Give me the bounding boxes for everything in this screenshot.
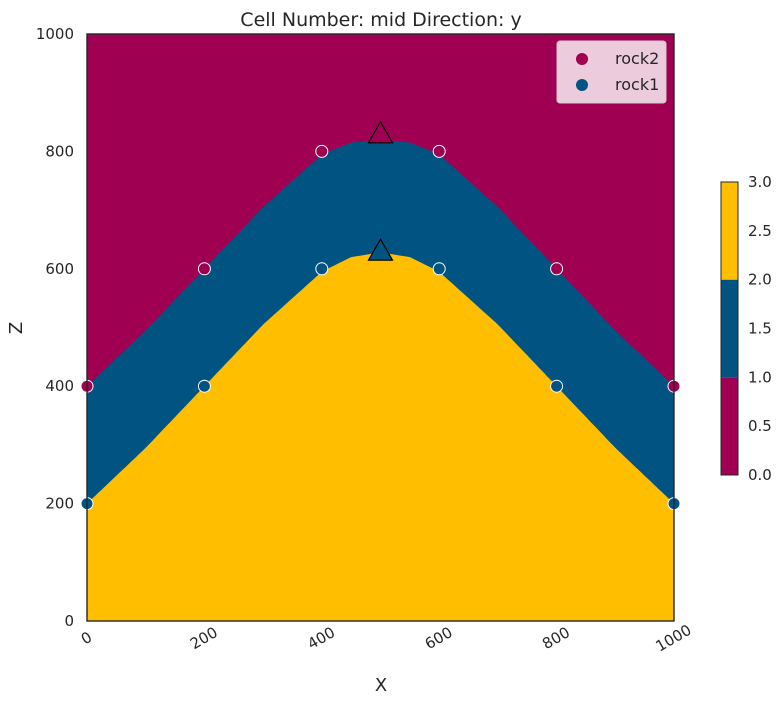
surface-point-rock2-3: [432, 144, 446, 158]
y-tick-label: 600: [45, 260, 74, 278]
legend-marker-rock2: [576, 53, 588, 65]
chart-title: Cell Number: mid Direction: y: [240, 9, 521, 31]
legend-label-rock1: rock1: [615, 75, 659, 94]
y-axis-ticks: 0 200 400 600 800 1000: [36, 25, 74, 630]
colorbar-band-1: [721, 279, 738, 378]
y-tick-label: 400: [45, 377, 74, 395]
plot-frame: [86, 33, 675, 622]
surface-point-rock1-7: [197, 379, 211, 393]
legend-label-rock2: rock2: [615, 49, 659, 68]
colorbar-tick-label: 0.5: [748, 417, 772, 435]
legend: rock2 rock1: [556, 40, 667, 104]
y-tick-label: 0: [64, 612, 74, 630]
x-axis-label: X: [375, 675, 387, 696]
surface-point-rock2-4: [550, 262, 564, 276]
x-tick-label: 0: [78, 628, 95, 648]
colorbar-bands: [721, 182, 738, 475]
surface-point-rock1-10: [550, 379, 564, 393]
x-tick-label: 1000: [652, 621, 694, 656]
surface-point-rock2-1: [197, 262, 211, 276]
colorbar-tick-label: 0.0: [748, 466, 772, 484]
orientation-marker-rock1: [367, 237, 394, 261]
y-tick-label: 1000: [36, 25, 74, 43]
unit-basement-region: [87, 252, 674, 621]
colorbar-tick-label: 2.5: [748, 222, 772, 240]
colorbar-frame: [720, 181, 739, 476]
legend-marker-rock1: [576, 79, 588, 91]
x-tick-label: 200: [187, 623, 221, 653]
colorbar-tick-label: 1.0: [748, 368, 772, 386]
colorbar-ticks: 0.0 0.5 1.0 1.5 2.0 2.5 3.0: [748, 173, 772, 484]
y-tick-label: 200: [45, 495, 74, 513]
surface-point-rock2-2: [315, 144, 329, 158]
y-axis-label: Z: [6, 322, 27, 334]
colorbar-band-2: [721, 182, 738, 280]
x-tick-label: 600: [422, 623, 456, 653]
x-tick-label: 800: [539, 623, 573, 653]
orientation-marker-rock2: [367, 120, 394, 144]
x-tick-label: 400: [304, 623, 338, 653]
colorbar-tick-label: 2.0: [748, 271, 772, 289]
surface-point-rock1-9: [432, 262, 446, 276]
colorbar: 0.0 0.5 1.0 1.5 2.0 2.5 3.0: [720, 173, 772, 484]
y-tick-label: 800: [45, 142, 74, 160]
colorbar-band-0: [721, 377, 738, 475]
colorbar-tick-label: 1.5: [748, 320, 772, 338]
colorbar-tick-label: 3.0: [748, 173, 772, 191]
orientations-layer: [367, 120, 394, 261]
x-axis-ticks: 0 200 400 600 800 1000: [78, 621, 695, 656]
surface-point-rock1-8: [315, 262, 329, 276]
